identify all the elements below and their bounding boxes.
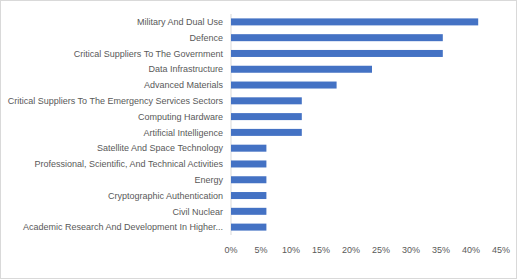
tick-label: 20% [342, 245, 360, 255]
tick-mark [501, 235, 502, 238]
category-label: Cryptographic Authentication [108, 191, 223, 201]
tick-label: 30% [402, 245, 420, 255]
category-label: Defence [189, 33, 223, 43]
category-label: Military And Dual Use [137, 17, 223, 27]
tick-mark [351, 235, 352, 238]
bar [231, 224, 266, 231]
x-axis-line [231, 235, 501, 236]
tick-mark [291, 235, 292, 238]
category-label: Energy [194, 175, 223, 185]
bar [231, 176, 266, 183]
category-label: Data Infrastructure [148, 64, 223, 74]
category-label: Critical Suppliers To The Emergency Serv… [8, 96, 224, 106]
y-axis-line [231, 14, 232, 235]
chart-border [1, 1, 517, 279]
category-label: Satellite And Space Technology [97, 143, 223, 153]
category-label: Computing Hardware [138, 112, 223, 122]
bar [231, 82, 337, 89]
tick-label: 25% [372, 245, 390, 255]
tick-mark [441, 235, 442, 238]
tick-mark [471, 235, 472, 238]
tick-mark [381, 235, 382, 238]
category-label: Artificial Intelligence [143, 128, 223, 138]
tick-label: 35% [432, 245, 450, 255]
chart: 0% 5% 10% 15% 20% 25% 30% 35% 40% 45% Military And… [0, 0, 517, 279]
tick-label: 5% [254, 245, 267, 255]
bar [231, 97, 302, 104]
tick-label: 0% [224, 245, 237, 255]
tick-mark [321, 235, 322, 238]
bar [231, 192, 266, 199]
bar [231, 50, 443, 57]
bars [231, 18, 478, 230]
bar [231, 129, 302, 136]
tick-label: 45% [492, 245, 510, 255]
bar [231, 208, 266, 215]
bar [231, 18, 478, 25]
category-label: Advanced Materials [144, 80, 224, 90]
category-label: Professional, Scientific, And Technical … [35, 159, 224, 169]
category-label: Civil Nuclear [172, 207, 223, 217]
tick-label: 10% [282, 245, 300, 255]
bar [231, 145, 266, 152]
tick-mark [261, 235, 262, 238]
tick-mark [231, 235, 232, 238]
category-label: Academic Research And Development In Hig… [23, 222, 223, 232]
bar [231, 113, 302, 120]
tick-label: 15% [312, 245, 330, 255]
category-label: Critical Suppliers To The Government [74, 49, 224, 59]
tick-label: 40% [462, 245, 480, 255]
tick-mark [411, 235, 412, 238]
bar [231, 34, 443, 41]
bar [231, 66, 372, 73]
bar [231, 160, 266, 167]
